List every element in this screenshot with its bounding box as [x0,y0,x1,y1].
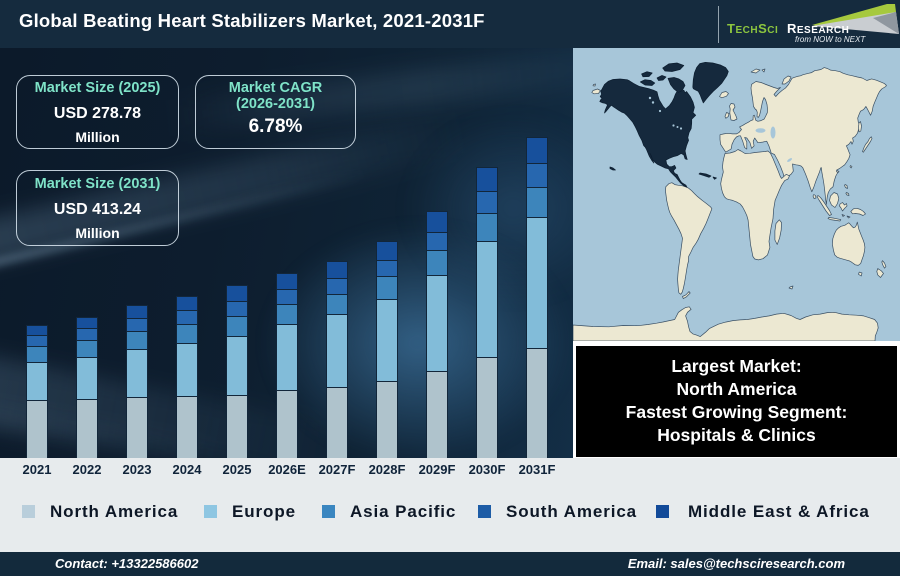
svg-text:RESEARCH: RESEARCH [787,21,849,36]
svg-text:TECHSCI: TECHSCI [727,21,778,36]
svg-text:from NOW to NEXT: from NOW to NEXT [795,35,866,44]
